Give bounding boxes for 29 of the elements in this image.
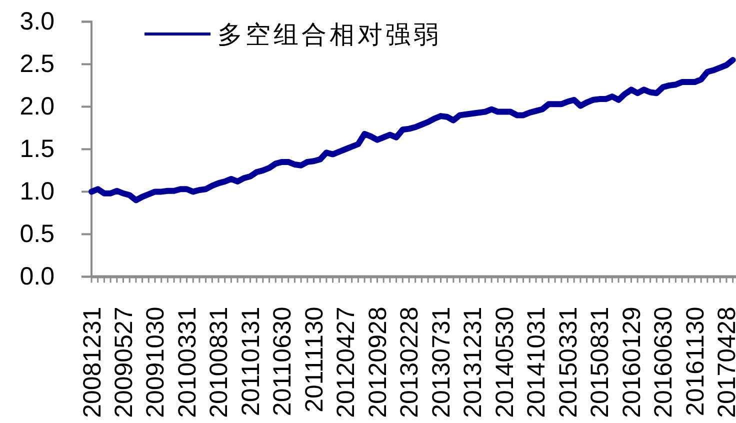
x-tick-label: 20110630: [268, 306, 297, 416]
x-tick-label: 20120427: [332, 306, 360, 418]
y-tick-label: 3.0: [20, 8, 54, 36]
y-tick-label: 2.5: [20, 50, 54, 78]
x-tick-label: 20141031: [522, 306, 551, 418]
x-tick-label: 20110131: [236, 306, 265, 416]
x-tick-label: 20130731: [427, 306, 456, 418]
x-tick-label: 20100831: [205, 306, 234, 418]
x-tick-label: 20111130: [300, 306, 328, 412]
x-tick-label: 20170428: [713, 306, 736, 418]
x-tick-label: 20130228: [396, 306, 424, 418]
x-tick-label: 20160630: [650, 306, 678, 418]
x-tick-label: 20090527: [110, 306, 138, 418]
x-tick-label: 20081231: [78, 306, 106, 418]
y-tick-label: 2.0: [20, 92, 54, 121]
y-tick-label: 0.5: [20, 220, 54, 248]
x-tick-label: 20100331: [173, 306, 202, 418]
x-tick-label: 20160129: [618, 306, 646, 418]
x-tick-label: 20150831: [586, 306, 614, 418]
x-tick-label: 20150331: [554, 306, 582, 418]
y-tick-label: 0.0: [20, 262, 54, 291]
y-tick-label: 1.0: [20, 178, 54, 206]
x-tick-label: 20091030: [142, 306, 170, 418]
legend-label: 多空组合相对强弱: [218, 21, 442, 49]
x-tick-label: 20131231: [459, 306, 488, 418]
x-tick-label: 20140530: [490, 306, 519, 418]
x-tick-label: 20120928: [364, 306, 392, 418]
y-tick-label: 1.5: [20, 135, 54, 164]
x-tick-label: 20161130: [681, 306, 710, 416]
